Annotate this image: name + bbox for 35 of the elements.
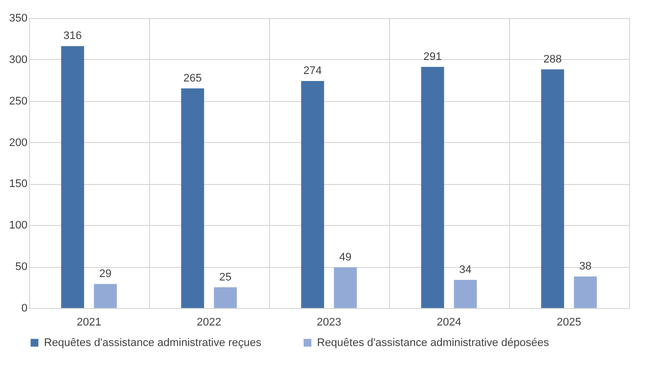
x-tick-label: 2025: [556, 316, 582, 328]
bar: [541, 69, 564, 308]
bar: [61, 46, 84, 308]
y-tick-label: 300: [9, 54, 28, 66]
bar: [94, 284, 117, 308]
data-label: 25: [219, 271, 232, 284]
y-tick-label: 0: [21, 302, 28, 314]
bar: [454, 280, 477, 308]
data-label: 265: [183, 72, 202, 84]
bar: [181, 88, 204, 308]
data-label: 49: [339, 251, 352, 264]
data-label: 29: [99, 268, 112, 280]
y-tick-label: 50: [15, 261, 28, 274]
legend-label: Requêtes d'assistance administrative déposées: [317, 336, 550, 349]
legend-label: Requêtes d'assistance administrative reçues: [44, 336, 262, 349]
x-tick-label: 2021: [76, 316, 102, 328]
data-label: 291: [423, 50, 442, 63]
x-tick-label: 2023: [316, 316, 342, 328]
y-tick-label: 150: [9, 178, 28, 190]
data-label: 274: [303, 64, 322, 77]
y-tick-label: 350: [9, 12, 28, 24]
y-tick-label: 100: [9, 220, 28, 232]
bar: [301, 80, 324, 308]
x-tick-label: 2022: [196, 316, 222, 328]
y-tick-label: 200: [9, 136, 28, 149]
bar: [214, 287, 237, 308]
bar: [334, 267, 357, 308]
data-label: 38: [579, 260, 592, 273]
x-tick-label: 2024: [436, 316, 462, 328]
bar: [574, 276, 597, 308]
data-label: 288: [543, 53, 562, 66]
data-label: 316: [63, 30, 82, 42]
y-tick-label: 250: [9, 95, 28, 108]
data-label: 34: [459, 264, 472, 276]
bar: [421, 66, 444, 308]
